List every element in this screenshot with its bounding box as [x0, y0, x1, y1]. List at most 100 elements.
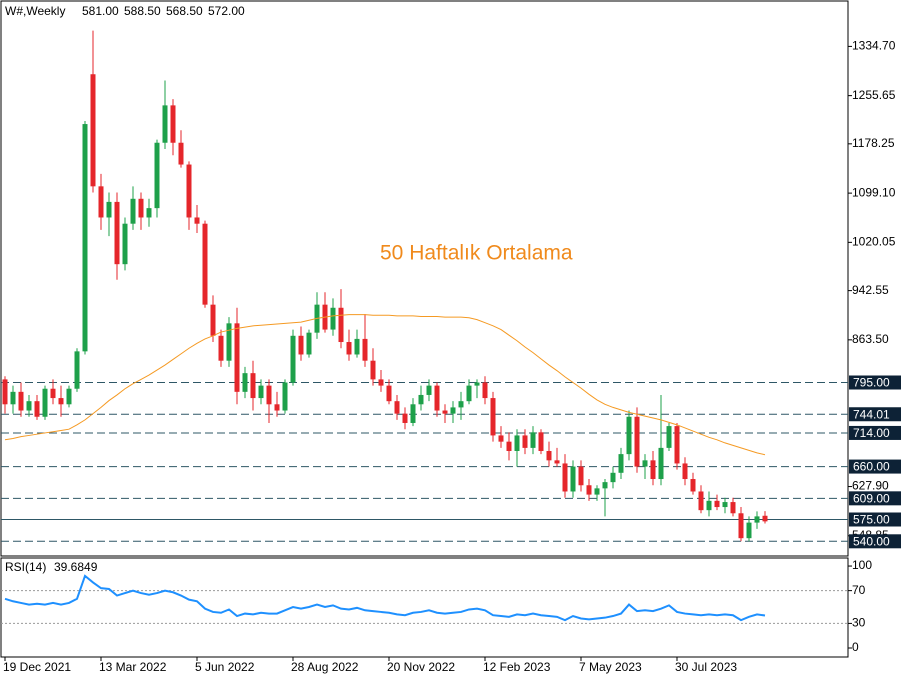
candle-body: [474, 382, 480, 386]
candle-body: [202, 223, 208, 305]
level-label-box: [849, 425, 901, 440]
candle-body: [162, 105, 168, 143]
y-tick-label: 1099.10: [852, 185, 896, 199]
candle-body: [666, 426, 672, 448]
candle-body: [274, 404, 280, 411]
level-label-box: [849, 491, 901, 506]
candle-body: [674, 426, 680, 464]
y-tick-label: 942.55: [852, 283, 889, 297]
candle-body: [258, 385, 264, 399]
header-high: 588.50: [124, 4, 161, 18]
candle-body: [706, 500, 712, 511]
candle-body: [66, 388, 72, 405]
candle-body: [402, 413, 408, 423]
header-low: 568.50: [166, 4, 203, 18]
x-tick-label: 12 Feb 2023: [483, 660, 551, 674]
candle-body: [138, 198, 144, 218]
candle-body: [730, 502, 736, 514]
candle-body: [658, 447, 664, 480]
candle-body: [74, 351, 80, 389]
rsi-line: [4, 574, 766, 622]
level-label: 660.00: [853, 460, 890, 474]
candle-body: [50, 388, 56, 399]
candle-body: [250, 373, 256, 399]
candle-body: [42, 388, 48, 417]
candle-body: [146, 208, 152, 218]
candle-body: [698, 491, 704, 511]
y-tick-label: 1334.70: [852, 39, 896, 53]
candle-body: [298, 335, 304, 355]
rsi-tick-label: 100: [852, 558, 872, 572]
level-label-box: [849, 512, 901, 527]
candle-body: [682, 463, 688, 480]
candle-body: [434, 385, 440, 411]
candle-body: [458, 401, 464, 408]
x-tick-label: 20 Nov 2022: [387, 660, 455, 674]
candle-body: [114, 201, 120, 265]
x-tick-label: 19 Dec 2021: [3, 660, 71, 674]
candle-body: [154, 142, 160, 209]
candle-body: [618, 454, 624, 473]
candle-body: [210, 304, 216, 336]
candle-body: [746, 522, 752, 539]
main-panel: [0, 0, 849, 557]
candle-body: [482, 382, 488, 399]
candle-body: [530, 432, 536, 448]
y-tick-label: 863.50: [852, 332, 889, 346]
candle-body: [586, 485, 592, 495]
candle-body: [170, 105, 176, 143]
x-tick-label: 28 Aug 2022: [291, 660, 359, 674]
candle-body: [194, 217, 200, 224]
candle-body: [562, 463, 568, 492]
candle-body: [642, 460, 648, 467]
candle-body: [130, 198, 136, 224]
candle-body: [714, 500, 720, 508]
candle-body: [226, 323, 232, 361]
candle-body: [570, 466, 576, 492]
candle-body: [266, 385, 272, 405]
rsi-panel: [0, 557, 849, 658]
y-tick-label: 1020.05: [852, 235, 896, 249]
level-label: 714.00: [853, 426, 890, 440]
rsi-tick-label: 30: [852, 616, 866, 630]
candle-body: [346, 342, 352, 355]
y-tick-label: 1255.65: [852, 88, 896, 102]
candle-body: [378, 379, 384, 386]
candle-body: [626, 416, 632, 455]
candle-body: [282, 382, 288, 411]
candle-body: [218, 335, 224, 361]
candle-body: [594, 488, 600, 495]
candle-body: [522, 435, 528, 448]
level-label-box: [849, 534, 901, 549]
candle-body: [10, 391, 16, 405]
annotation: 50 Haftalık Ortalama: [380, 242, 573, 265]
candle-body: [306, 332, 312, 355]
candle-body: [602, 482, 608, 489]
candle-body: [58, 398, 64, 405]
level-label: 609.00: [853, 492, 890, 506]
candle-body: [498, 435, 504, 442]
x-tick-label: 5 Jun 2022: [195, 660, 255, 674]
candle-body: [538, 432, 544, 452]
candle-body: [290, 335, 296, 383]
candle-body: [18, 391, 24, 411]
candle-body: [762, 515, 768, 522]
y-tick-label: 1178.25: [852, 136, 895, 150]
candle-body: [690, 479, 696, 492]
rsi-tick-label: 0: [852, 640, 859, 654]
header-open: 581.00: [82, 4, 119, 18]
candle-body: [242, 373, 248, 392]
candle-body: [554, 460, 560, 464]
level-label: 540.00: [853, 534, 890, 548]
candle-body: [650, 460, 656, 480]
x-tick-label: 13 Mar 2022: [99, 660, 167, 674]
level-label: 744.01: [853, 407, 890, 421]
candle-body: [426, 385, 432, 395]
candle-body: [738, 513, 744, 539]
candle-body: [442, 410, 448, 414]
candle-body: [338, 307, 344, 343]
candle-body: [234, 323, 240, 392]
candle-body: [98, 186, 104, 218]
candle-body: [490, 398, 496, 436]
